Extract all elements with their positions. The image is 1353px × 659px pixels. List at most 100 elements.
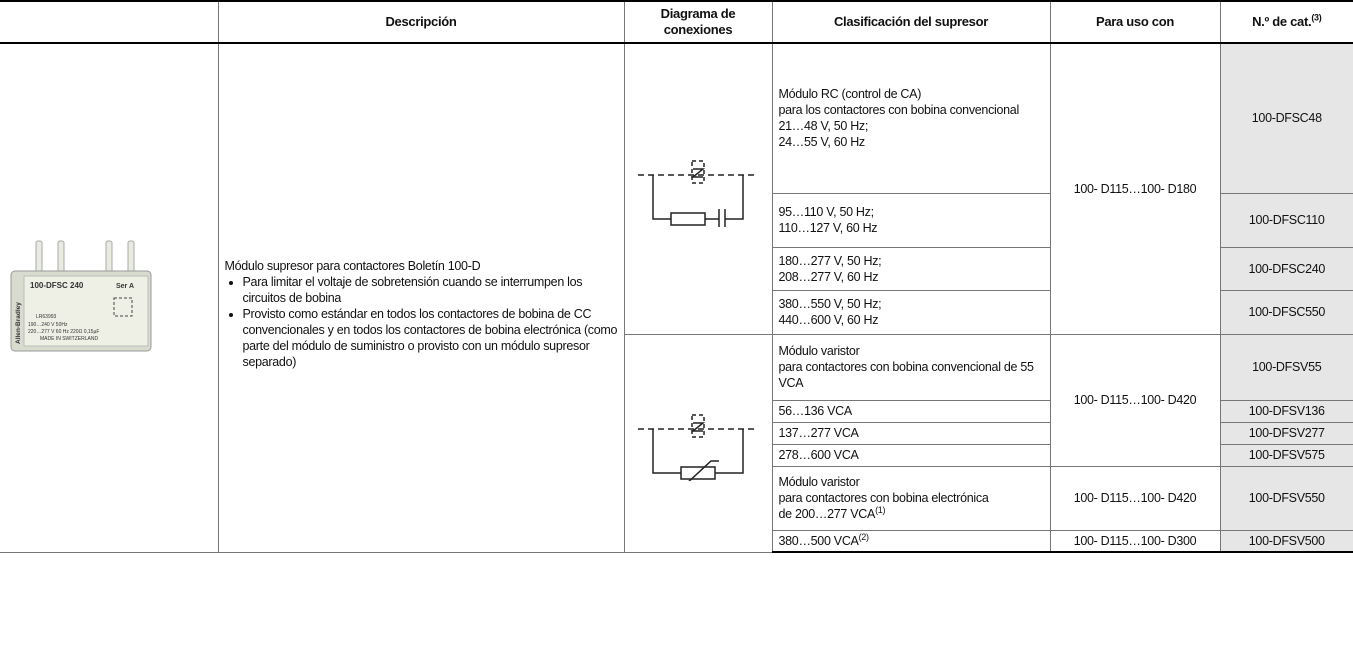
label-text: 220…277 V 60 Hz 220Ω 0,15µF xyxy=(28,329,99,335)
bullet-list: Para limitar el voltaje de sobretensión … xyxy=(225,274,618,370)
rating-line: para los contactores con bobina convenci… xyxy=(778,103,1020,118)
footnote-ref: (3) xyxy=(1311,12,1322,23)
table-row: 380…550 V, 50 Hz; 440…600 V, 60 Hz 100-DFS… xyxy=(0,289,1353,335)
header-text: Clasificación del supresor xyxy=(833,14,989,29)
pin xyxy=(127,240,135,274)
use-with-cell: 100- D115…100- D180 xyxy=(1049,42,1221,335)
rating-line: 137…277 VCA xyxy=(778,426,859,440)
rating-line: 21…48 V, 50 Hz; xyxy=(778,119,869,134)
rating-line: 380…500 VCA(2) xyxy=(778,531,870,548)
header-cell: Para uso con xyxy=(1049,0,1221,44)
table-row: 95…110 V, 50 Hz; 110…127 V, 60 Hz 100-DFSC… xyxy=(0,192,1353,248)
use-with-cell: 100- D115…100- D420 xyxy=(1049,465,1221,531)
diagram-cell xyxy=(623,42,773,335)
description-intro: Módulo supresor para contactores Boletín… xyxy=(224,259,481,273)
face xyxy=(23,275,149,347)
footnote-ref: (2) xyxy=(858,531,869,542)
table-row: Módulo varistor para contactores con bobi… xyxy=(0,465,1353,531)
catalog-cell: 100-DFSC240 xyxy=(1219,246,1353,291)
table-row: 137…277 VCA 100-DFSV277 xyxy=(0,421,1353,445)
label-text: 190…240 V 50Hz xyxy=(28,322,68,328)
rating-line: Módulo varistor xyxy=(778,475,860,489)
table-row: 380…500 VCA(2) 100- D115…100- D300 100-DFS… xyxy=(0,529,1353,553)
rating-line: para contactores con bobina electrónica xyxy=(778,491,989,505)
rating-line: 278…600 VCA xyxy=(778,448,859,462)
use-with-cell: 100- D115…100- D300 xyxy=(1049,529,1221,553)
rating-line: Módulo varistor xyxy=(778,344,860,358)
header-cell: Descripción xyxy=(217,0,625,44)
coil-box xyxy=(691,160,705,184)
rating-cell: Módulo varistor para contactores con bobi… xyxy=(771,465,1051,531)
product-image: 100-DFSC 240 Ser A Allen-Bradley LR63993 190… xyxy=(10,240,152,352)
table-row: 180…277 V, 50 Hz; 208…277 V, 60 Hz 100-DFS… xyxy=(0,246,1353,291)
catalog-cell: 100-DFSC48 xyxy=(1219,42,1353,194)
rating-line: 180…277 V, 50 Hz; xyxy=(778,253,882,268)
rating-line: Módulo RC (control de CA) xyxy=(778,87,922,102)
rating-line: 208…277 V, 60 Hz xyxy=(778,269,879,284)
rating-line: 56…136 VCA xyxy=(778,404,853,418)
catalog-cell: 100-DFSC550 xyxy=(1219,289,1353,335)
catalog-cell: 100-DFSV500 xyxy=(1219,529,1353,553)
image-cell: 100-DFSC 240 Ser A Allen-Bradley LR63993 190… xyxy=(0,42,219,553)
catalog-cell: 100-DFSC110 xyxy=(1219,192,1353,248)
header-text: Para uso con xyxy=(1095,14,1175,29)
rating-line: 380…550 V, 50 Hz; xyxy=(778,297,882,311)
diagram-cell xyxy=(623,333,773,553)
varistor xyxy=(680,466,716,480)
catalog-cell: 100-DFSV575 xyxy=(1219,443,1353,467)
label-text: Ser A xyxy=(116,283,134,290)
label-text: LR63993 xyxy=(36,314,57,320)
bullet: Para limitar el voltaje de sobretensión … xyxy=(243,274,618,306)
pin xyxy=(35,240,43,274)
rating-line: 110…127 V, 60 Hz xyxy=(778,221,878,235)
header-cell: N.º de cat.(3) xyxy=(1219,0,1353,44)
rating-line: 440…600 V, 60 Hz xyxy=(778,313,879,327)
rating-cell: 278…600 VCA xyxy=(771,443,1051,467)
catalog-cell: 100-DFSV136 xyxy=(1219,399,1353,423)
rating-cell: 95…110 V, 50 Hz; 110…127 V, 60 Hz xyxy=(771,192,1051,248)
coil-symbol xyxy=(690,422,706,432)
header-text: Diagrama de conexiones xyxy=(660,6,736,37)
wire xyxy=(652,174,744,229)
rating-line: 95…110 V, 50 Hz; xyxy=(778,205,875,219)
header-row: Descripción Diagrama de conexiones Clasifi… xyxy=(0,0,1353,44)
header-text: Descripción xyxy=(385,14,457,29)
connection-diagram xyxy=(638,414,758,486)
rating-line: de 200…277 VCA(1) xyxy=(778,504,886,521)
footnote-ref: (1) xyxy=(875,504,886,515)
rating-cell: 137…277 VCA xyxy=(771,421,1051,445)
table-row: 56…136 VCA 100-DFSV136 xyxy=(0,399,1353,423)
coil-box xyxy=(691,414,705,438)
rating-cell: 180…277 V, 50 Hz; 208…277 V, 60 Hz xyxy=(771,246,1051,291)
description-cell: Módulo supresor para contactores Boletín… xyxy=(217,42,625,553)
header-cell: Diagrama de conexiones xyxy=(623,0,773,44)
rating-cell: Módulo varistor para contactores con bobi… xyxy=(771,333,1051,401)
varistor-slash xyxy=(677,460,719,486)
header-text: N.º de cat. xyxy=(1252,14,1312,29)
catalog-cell: 100-DFSV277 xyxy=(1219,421,1353,445)
rating-cell: 380…550 V, 50 Hz; 440…600 V, 60 Hz xyxy=(771,289,1051,335)
pin xyxy=(57,240,65,274)
label-text: Allen-Bradley xyxy=(15,301,22,343)
wire xyxy=(652,429,744,474)
pin xyxy=(105,240,113,274)
rating-cell: 380…500 VCA(2) xyxy=(771,529,1051,553)
table-row: Módulo varistor para contactores con bobi… xyxy=(0,333,1353,553)
coil-symbol xyxy=(690,168,706,178)
connection-diagram xyxy=(638,160,758,229)
rating-cell: 56…136 VCA xyxy=(771,399,1051,423)
rating-cell: Módulo RC (control de CA) para los contac… xyxy=(771,42,1051,194)
suppressor-table: Descripción Diagrama de conexiones Clasifi… xyxy=(0,0,1353,553)
use-with-cell: 100- D115…100- D420 xyxy=(1049,333,1221,467)
rating-line: para contactores con bobina convencional… xyxy=(778,360,1034,390)
resistor xyxy=(670,212,706,226)
rating-line: 24…55 V, 60 Hz xyxy=(778,135,866,150)
catalog-cell: 100-DFSV550 xyxy=(1219,465,1353,531)
symbol xyxy=(113,297,133,317)
label-text: MADE IN SWITZERLAND xyxy=(40,336,98,342)
table-row: 100-DFSC 240 Ser A Allen-Bradley LR63993 190… xyxy=(0,42,1353,553)
catalog-cell: 100-DFSV55 xyxy=(1219,333,1353,401)
label-text: 100-DFSC 240 xyxy=(30,281,84,290)
bullet: Provisto como estándar en todos los cont… xyxy=(243,306,618,370)
